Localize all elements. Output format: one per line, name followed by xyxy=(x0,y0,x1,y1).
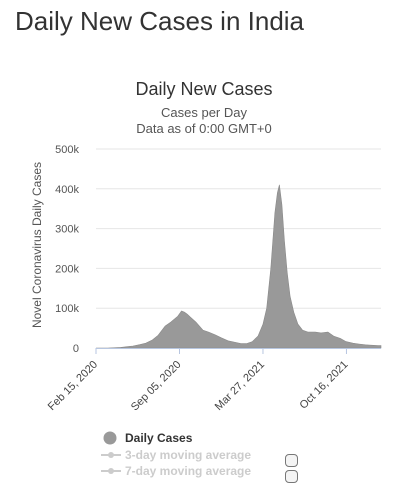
y-tick-label: 200k xyxy=(55,263,79,275)
y-gridlines xyxy=(96,148,381,309)
x-tick-label: Sep 05, 2020 xyxy=(129,359,184,414)
chart-title: Daily New Cases xyxy=(135,79,272,99)
page-heading: Daily New Cases in India xyxy=(15,6,305,36)
x-tick-label: Oct 16, 2021 xyxy=(298,359,351,412)
y-tick-label: 0 xyxy=(73,343,79,355)
y-tick-label: 100k xyxy=(55,303,79,315)
legend-label: Daily Cases xyxy=(125,431,193,445)
chart-subtitle-date: Data as of 0:00 GMT+0 xyxy=(136,121,271,136)
toggle-7day-checkbox[interactable] xyxy=(285,470,298,483)
legend-dot-marker xyxy=(108,468,114,474)
legend: Daily Cases 3-day moving average 7-day mov… xyxy=(101,431,251,478)
chart-subtitle: Cases per Day xyxy=(161,105,247,120)
legend-item[interactable]: 3-day moving average xyxy=(101,448,251,462)
legend-item[interactable]: 7-day moving average xyxy=(101,464,251,478)
legend-label: 7-day moving average xyxy=(125,464,251,478)
x-tick-labels: Feb 15, 2020 Sep 05, 2020 Mar 27, 2021 Oct … xyxy=(46,348,351,413)
y-tick-label: 400k xyxy=(55,184,79,196)
legend-dot-marker xyxy=(108,452,114,458)
toggle-3day-checkbox[interactable] xyxy=(285,454,298,467)
x-tick-label: Mar 27, 2021 xyxy=(213,359,267,413)
y-axis-title: Novel Coronavirus Daily Cases xyxy=(30,162,44,328)
legend-label: 3-day moving average xyxy=(125,448,251,462)
y-tick-label: 500k xyxy=(55,144,79,156)
legend-item[interactable]: Daily Cases xyxy=(103,431,193,445)
daily-cases-area xyxy=(96,184,382,349)
legend-marker-daily xyxy=(103,431,117,445)
y-tick-labels: 0 100k 200k 300k 400k 500k xyxy=(55,144,79,355)
y-tick-label: 300k xyxy=(55,224,79,236)
x-tick-label: Feb 15, 2020 xyxy=(46,359,100,413)
